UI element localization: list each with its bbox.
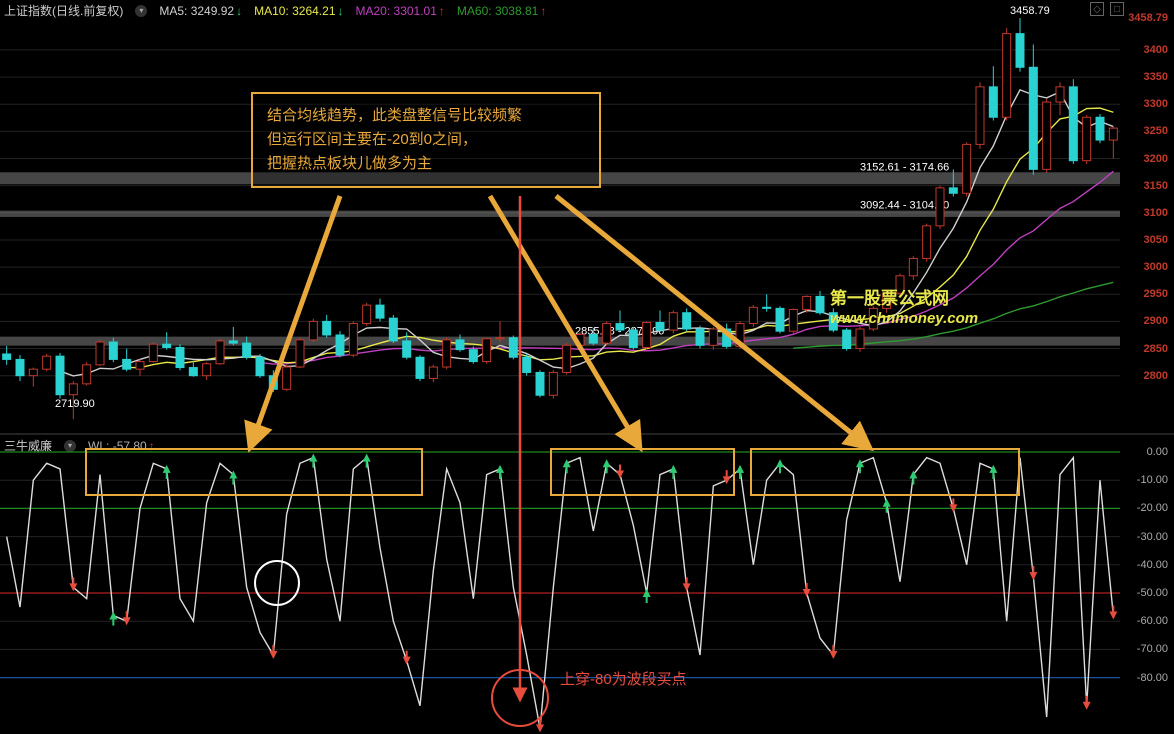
annotation-box: 结合均线趋势，此类盘整信号比较频繁但运行区间主要在-20到0之间，把握热点板块儿…: [251, 92, 601, 188]
watermark-url: www.chnmoney.com: [830, 310, 978, 327]
highlight-rect: [550, 448, 735, 496]
highlight-rect: [85, 448, 423, 496]
watermark-title: 第一股票公式网: [830, 284, 949, 309]
highlight-rect: [750, 448, 1020, 496]
price-low-label: 2719.90: [55, 398, 95, 410]
buy-signal-label: 上穿-80为波段买点: [560, 668, 687, 689]
